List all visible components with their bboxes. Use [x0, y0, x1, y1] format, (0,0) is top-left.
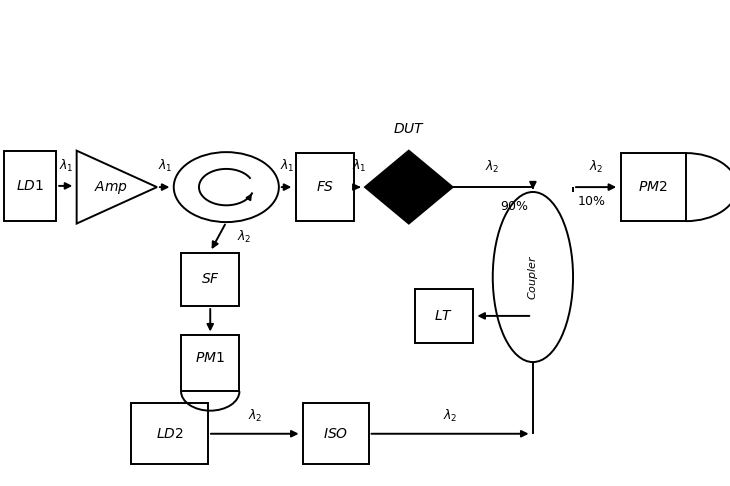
Text: $\lambda_2$: $\lambda_2$ [485, 159, 500, 175]
Text: $\lambda_1$: $\lambda_1$ [280, 157, 295, 174]
Bar [620, 153, 686, 221]
Bar [296, 153, 354, 221]
Text: $\lambda_2$: $\lambda_2$ [237, 229, 252, 245]
Text: $\lambda_1$: $\lambda_1$ [59, 157, 74, 174]
Text: $Coupler$: $Coupler$ [526, 254, 540, 300]
Text: $SF$: $SF$ [201, 273, 220, 286]
Text: $LT$: $LT$ [434, 309, 453, 323]
Text: $Amp$: $Amp$ [93, 179, 128, 195]
Ellipse shape [493, 192, 573, 362]
Circle shape [174, 152, 279, 222]
Text: $\lambda_2$: $\lambda_2$ [590, 159, 604, 175]
Polygon shape [365, 151, 453, 224]
Bar [303, 403, 369, 464]
Text: $DUT$: $DUT$ [393, 122, 425, 136]
Text: $ISO$: $ISO$ [323, 427, 348, 441]
Text: $LD2$: $LD2$ [155, 427, 184, 441]
Text: $PM2$: $PM2$ [639, 180, 668, 194]
Bar [415, 289, 473, 343]
Text: $FS$: $FS$ [315, 180, 334, 194]
Text: $\lambda_2$: $\lambda_2$ [248, 408, 263, 424]
Bar [131, 403, 208, 464]
Text: $\lambda_1$: $\lambda_1$ [158, 157, 173, 174]
Text: $10\%$: $10\%$ [577, 195, 606, 208]
Text: $PM1$: $PM1$ [195, 351, 226, 365]
Polygon shape [77, 151, 157, 224]
Bar [181, 253, 239, 306]
Text: $\lambda_2$: $\lambda_2$ [444, 408, 458, 424]
Text: $\lambda_1$: $\lambda_1$ [352, 157, 367, 174]
Bar [4, 151, 56, 221]
Text: $LD1$: $LD1$ [16, 179, 44, 193]
Bar [181, 335, 239, 391]
Text: $90\%$: $90\%$ [500, 200, 529, 213]
